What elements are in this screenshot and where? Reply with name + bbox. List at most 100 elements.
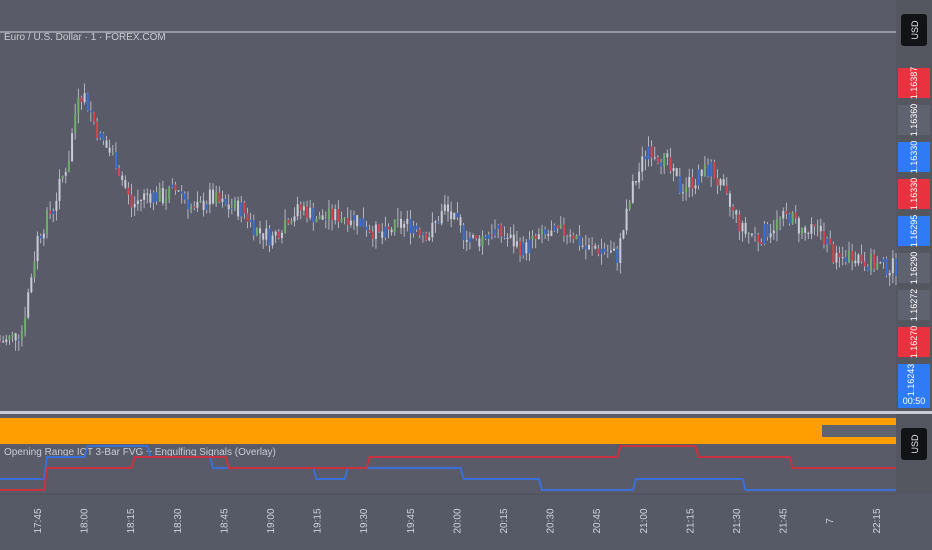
candle [744, 217, 747, 238]
candle [190, 203, 193, 214]
candle [738, 210, 741, 241]
candle-body [537, 234, 540, 239]
candle [86, 92, 89, 112]
candle [891, 250, 894, 284]
candle [92, 111, 95, 125]
candle [64, 167, 67, 184]
candle-body [697, 169, 700, 186]
candle [77, 88, 80, 124]
candle-body [89, 110, 92, 113]
candle-body [556, 225, 559, 229]
candle [722, 174, 725, 186]
candle-body [149, 193, 152, 203]
candle-body [481, 236, 484, 247]
candle-body [465, 240, 468, 242]
candle-body [669, 157, 672, 171]
indicator-currency-box[interactable] [901, 428, 927, 460]
candle-body [747, 233, 750, 235]
candle [61, 175, 64, 183]
pane-divider[interactable] [0, 411, 932, 414]
candle-body [268, 228, 271, 246]
candle-body [888, 273, 891, 276]
candle [829, 230, 832, 245]
candle [497, 223, 500, 239]
candle-body [315, 219, 318, 223]
candle-body [406, 218, 409, 224]
candle [750, 233, 753, 238]
candle [757, 232, 760, 252]
candle-body [895, 258, 897, 277]
candle-body [124, 180, 127, 188]
candle-body [346, 217, 349, 225]
candle-body [619, 238, 622, 263]
candle-body [497, 224, 500, 230]
candle [572, 232, 575, 244]
candle [365, 220, 368, 237]
candle [703, 155, 706, 177]
candle-body [782, 211, 785, 219]
candle [371, 225, 374, 247]
candle [30, 273, 33, 294]
candle-body [227, 204, 230, 210]
candle [149, 189, 152, 208]
price-tag-label: 1.16330 [909, 141, 919, 174]
candle [813, 223, 816, 236]
candle [660, 158, 663, 175]
candle [111, 145, 114, 156]
candle-body [876, 263, 879, 269]
candle-body [33, 261, 36, 278]
candle [299, 201, 302, 220]
candle-body [331, 208, 334, 221]
candle-body [575, 235, 578, 240]
candle [312, 202, 315, 231]
candle [324, 211, 327, 229]
candle [99, 131, 102, 140]
candle [876, 255, 879, 270]
candle [807, 231, 810, 239]
candle-body [813, 224, 816, 227]
candle-body [437, 221, 440, 224]
candle-body [819, 225, 822, 232]
candle [484, 234, 487, 241]
candle [553, 223, 556, 233]
candle-body [45, 210, 48, 234]
candle [854, 251, 857, 267]
candle-body [362, 218, 365, 227]
candle [139, 199, 142, 212]
time-axis[interactable] [0, 494, 932, 550]
candle-body [703, 164, 706, 177]
candle [212, 183, 215, 205]
candle [340, 211, 343, 223]
price-tag-box [898, 105, 930, 135]
candle [171, 178, 174, 189]
candle [575, 234, 578, 240]
candle-body [368, 230, 371, 233]
candle [71, 128, 74, 163]
candle [760, 238, 763, 246]
candle [672, 163, 675, 182]
candle-body [393, 219, 396, 233]
candle-body [459, 217, 462, 226]
candle-body [415, 225, 418, 230]
price-tags: 1.16387 1.16360 1.16330 1.16330 1.16295 1.162… [898, 67, 930, 408]
candle [384, 216, 387, 241]
candle-body [641, 156, 644, 172]
candle [735, 209, 738, 224]
candle [512, 224, 515, 254]
candle [447, 196, 449, 222]
candle [609, 240, 612, 254]
candle-body [600, 248, 603, 255]
candle-body [801, 227, 804, 234]
candle-body [111, 152, 114, 154]
candle-body [603, 248, 606, 252]
candle [465, 230, 468, 251]
time-tick-label: 19:45 [406, 508, 417, 533]
currency-box[interactable] [901, 14, 927, 46]
price-tag: 1.16270 [898, 326, 930, 359]
candle [791, 211, 794, 225]
time-tick-label: 19:30 [359, 508, 370, 533]
candle-body [597, 248, 600, 255]
candle-body [434, 221, 437, 223]
price-tag-label: 1.16270 [909, 326, 919, 359]
